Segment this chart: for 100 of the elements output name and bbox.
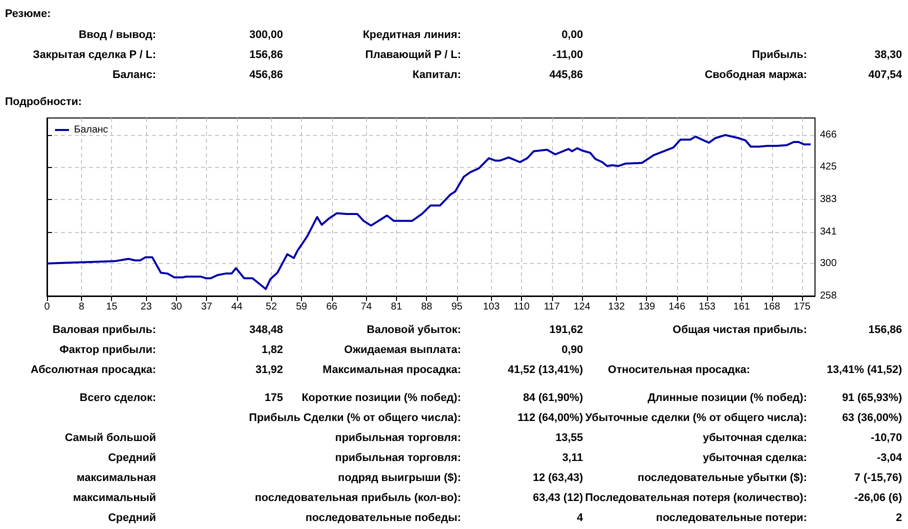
text: 84 (61,90%)	[523, 392, 584, 404]
y-tick-label: 383	[820, 194, 838, 205]
text: 2	[896, 512, 902, 524]
text: -26,06 (6)	[854, 492, 902, 504]
text: 63 (36,00%)	[842, 412, 902, 424]
x-tick-label: 175	[794, 302, 811, 312]
text: последовательная прибыль (кол-во):	[254, 492, 461, 504]
text: Валовой убыток:	[366, 324, 461, 336]
x-tick-label: 146	[668, 302, 686, 312]
text: Резюме:	[5, 8, 51, 20]
text: 3,11	[562, 452, 583, 464]
x-tick-label: 161	[733, 302, 750, 312]
text: 407,54	[868, 69, 903, 81]
x-tick-label: 37	[201, 302, 213, 312]
x-tick-label: 8	[78, 302, 85, 312]
legend-label: Баланс	[74, 124, 108, 136]
text: 300,00	[249, 29, 283, 41]
text: 31,92	[255, 364, 283, 376]
text: подряд выигрыши ($):	[338, 472, 461, 484]
text: последовательные потери:	[656, 512, 807, 524]
x-tick-label: 15	[106, 302, 118, 312]
text: 12 (63,43)	[532, 472, 584, 484]
text: -11,00	[552, 49, 583, 61]
x-tick-label: 168	[764, 302, 781, 312]
text: 0,00	[562, 29, 583, 41]
x-tick-label: 88	[421, 302, 433, 312]
text: последовательные убытки ($):	[638, 472, 807, 484]
text: 156,86	[249, 49, 283, 61]
x-tick-label: 44	[231, 302, 243, 312]
x-tick-label: 81	[390, 302, 402, 312]
text: Средний	[108, 452, 156, 464]
text: Относительная просадка:	[608, 364, 750, 376]
text: Убыточные сделки (% от общего числа):	[585, 412, 807, 424]
x-tick-label: 30	[170, 302, 182, 312]
text: 13,41% (41,52)	[826, 364, 902, 376]
text: 13,55	[555, 432, 583, 444]
x-tick-label: 103	[483, 302, 500, 312]
text: 4	[576, 512, 584, 524]
text: Средний	[108, 512, 156, 524]
text: 1,82	[262, 344, 283, 356]
x-tick-label: 52	[266, 302, 278, 312]
x-tick-label: 139	[638, 302, 656, 312]
text: 191,62	[549, 324, 583, 336]
x-tick-label: 0	[44, 302, 50, 312]
text: 112 (64,00%)	[518, 412, 584, 424]
text: 348,48	[249, 324, 283, 336]
text: убыточная сделка:	[702, 432, 807, 444]
y-tick-label: 300	[820, 258, 838, 269]
text: 156,86	[868, 324, 902, 336]
y-tick-label: 466	[820, 130, 838, 141]
text: Фактор прибыли:	[60, 344, 156, 356]
y-tick-label: 341	[820, 226, 838, 238]
text: Плавающий P / L:	[365, 49, 461, 61]
text: 175	[264, 392, 283, 404]
text: Самый большой	[64, 432, 156, 444]
text: Свободная маржа:	[704, 69, 807, 81]
x-tick-label: 95	[451, 302, 463, 312]
text: Прибыль Сделки (% от общего числа):	[249, 412, 461, 424]
x-tick-label: 59	[296, 302, 308, 312]
text: 0,90	[562, 344, 583, 356]
text: Короткие позиции (% побед):	[302, 392, 461, 404]
text: прибыльная торговля:	[335, 432, 461, 444]
x-tick-label: 74	[360, 302, 372, 312]
text: Закрытая сделка P / L:	[32, 49, 156, 61]
x-tick-label: 124	[574, 302, 591, 312]
text: Баланс:	[112, 69, 156, 81]
text: Ожидаемая выплата:	[344, 344, 461, 356]
text: 445,86	[549, 69, 583, 81]
text: 38,30	[874, 49, 902, 61]
text: Прибыль:	[752, 49, 807, 61]
x-tick-label: 117	[544, 302, 560, 312]
text: 63,43 (12)	[532, 492, 584, 504]
x-tick-label: 110	[514, 302, 530, 312]
text: убыточная сделка:	[702, 452, 807, 464]
text: Всего сделок:	[80, 392, 156, 404]
line-series	[46, 134, 812, 290]
text: Длинные позиции (% побед):	[648, 392, 807, 404]
text: Максимальная просадка:	[322, 364, 461, 376]
text: Подробности:	[5, 96, 82, 108]
text: Последовательная потеря (количество):	[585, 492, 807, 504]
text: Кредитная линия:	[362, 29, 461, 41]
text: 7 (-15,76)	[854, 472, 902, 484]
text: 41,52 (13,41%)	[508, 364, 584, 376]
y-tick-label: 258	[820, 290, 838, 302]
text: -10,70	[870, 432, 902, 444]
y-tick-label: 425	[820, 161, 838, 172]
x-tick-label: 153	[698, 302, 716, 312]
text: Абсолютная просадка:	[30, 364, 156, 376]
text: -3,04	[876, 452, 903, 464]
text: прибыльная торговля:	[335, 452, 461, 464]
x-tick-label: 66	[326, 302, 338, 312]
text: максимальная	[76, 472, 156, 484]
text: Общая чистая прибыль:	[672, 324, 807, 336]
text: последовательные победы:	[305, 512, 461, 524]
text: Капитал:	[412, 69, 461, 81]
text: максимальный	[72, 492, 156, 504]
text: Ввод / вывод:	[78, 29, 156, 41]
x-tick-label: 132	[608, 302, 626, 312]
text: 456,86	[249, 69, 283, 81]
text: 91 (65,93%)	[842, 392, 902, 404]
